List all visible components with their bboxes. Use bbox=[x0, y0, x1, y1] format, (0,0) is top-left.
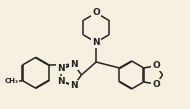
Text: N: N bbox=[57, 64, 65, 73]
Text: N: N bbox=[70, 60, 78, 69]
Text: N: N bbox=[70, 81, 78, 90]
Text: N: N bbox=[92, 38, 100, 47]
Text: N: N bbox=[57, 77, 65, 86]
Text: O: O bbox=[152, 61, 160, 70]
Text: O: O bbox=[92, 9, 100, 17]
Text: O: O bbox=[152, 80, 160, 89]
Text: CH₃: CH₃ bbox=[5, 77, 19, 83]
